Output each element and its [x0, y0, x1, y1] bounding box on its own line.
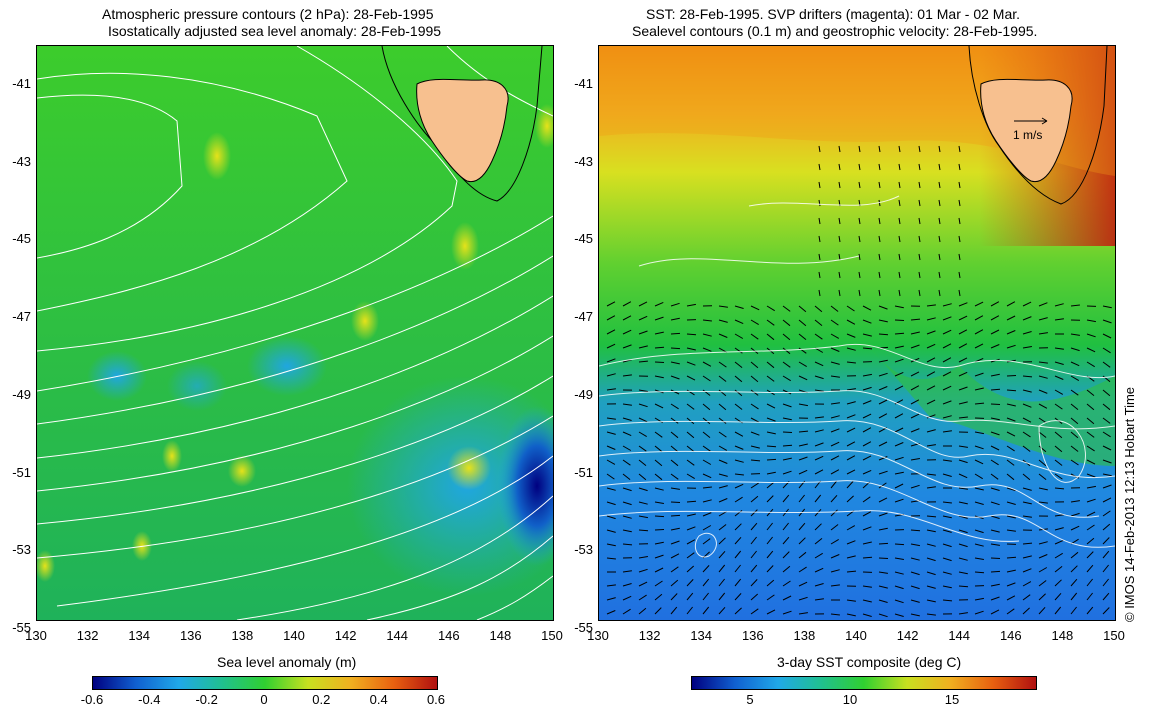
tasmania-land-right	[980, 78, 1073, 183]
x-tick-label-left: 130	[25, 628, 47, 643]
y-tick-label-right: -45	[574, 231, 593, 247]
y-tick-label-left: -47	[12, 309, 31, 325]
y-tick-label-left: -41	[12, 76, 31, 91]
x-tick-label-right: 144	[948, 628, 971, 643]
sea-level-anomaly-map	[36, 45, 554, 621]
left-colorbar-label: 0	[260, 692, 268, 707]
left-colorbar-label: -0.2	[195, 692, 218, 707]
x-tick-label-right: 132	[638, 628, 661, 643]
velocity-scale-label: 1 m/s	[1013, 128, 1042, 142]
left-title-line1: Atmospheric pressure contours (2 hPa): 2…	[102, 6, 434, 22]
left-colorbar-label: -0.4	[138, 692, 161, 707]
left-colorbar-label: -0.6	[80, 692, 104, 707]
x-tick-label-left: 150	[541, 628, 563, 643]
y-tick-label-right: -55	[574, 619, 593, 635]
left-colorbar-title: Sea level anomaly (m)	[217, 654, 357, 670]
x-tick-label-right: 146	[999, 628, 1022, 643]
right-title-line1: SST: 28-Feb-1995. SVP drifters (magenta)…	[646, 6, 1021, 22]
tasmania-land	[416, 78, 509, 183]
x-tick-label-right: 150	[1103, 628, 1125, 643]
x-tick-label-right: 138	[793, 628, 816, 643]
left-colorbar	[92, 676, 438, 690]
right-colorbar-label: 10	[842, 692, 858, 707]
y-tick-label-right: -43	[574, 153, 593, 169]
y-tick-label-left: -55	[12, 619, 31, 635]
y-tick-label-left: -53	[12, 542, 31, 558]
x-tick-label-right: 136	[741, 628, 764, 643]
x-tick-label-left: 144	[386, 628, 409, 643]
y-tick-label-right: -47	[574, 309, 593, 325]
y-tick-label-left: -51	[12, 464, 31, 480]
x-tick-label-right: 130	[587, 628, 609, 643]
y-tick-label-right: -49	[574, 386, 593, 402]
credit-text: © IMOS 14-Feb-2013 12:13 Hobart Time	[1122, 386, 1137, 622]
left-colorbar-label: 0.4	[369, 692, 388, 707]
y-tick-label-left: -45	[12, 231, 31, 247]
x-tick-label-left: 140	[283, 628, 305, 643]
x-tick-label-right: 142	[896, 628, 919, 643]
x-tick-label-right: 140	[845, 628, 867, 643]
right-title-line2: Sealevel contours (0.1 m) and geostrophi…	[632, 23, 1038, 39]
x-tick-label-left: 134	[128, 628, 151, 643]
right-colorbar-title: 3-day SST composite (deg C)	[777, 654, 962, 670]
y-tick-label-left: -43	[12, 153, 31, 169]
y-tick-label-right: -53	[574, 542, 593, 558]
x-tick-label-left: 148	[489, 628, 512, 643]
x-tick-label-left: 146	[437, 628, 460, 643]
left-title-line2: Isostatically adjusted sea level anomaly…	[108, 23, 442, 39]
x-tick-label-left: 132	[76, 628, 99, 643]
y-tick-label-left: -49	[12, 386, 31, 402]
x-tick-label-right: 148	[1051, 628, 1074, 643]
y-tick-label-right: -41	[574, 76, 593, 91]
right-colorbar-label: 5	[746, 692, 754, 707]
left-colorbar-label: 0.2	[312, 692, 331, 707]
right-colorbar-label: 15	[944, 692, 960, 707]
right-colorbar	[691, 676, 1037, 690]
velocity-scale-arrow	[1014, 117, 1048, 125]
y-tick-label-right: -51	[574, 464, 593, 480]
sst-map: 1 m/s	[598, 45, 1116, 621]
x-tick-label-left: 136	[179, 628, 202, 643]
x-tick-label-left: 142	[334, 628, 357, 643]
left-colorbar-label: 0.6	[426, 692, 446, 707]
x-tick-label-left: 138	[231, 628, 254, 643]
x-tick-label-right: 134	[690, 628, 713, 643]
